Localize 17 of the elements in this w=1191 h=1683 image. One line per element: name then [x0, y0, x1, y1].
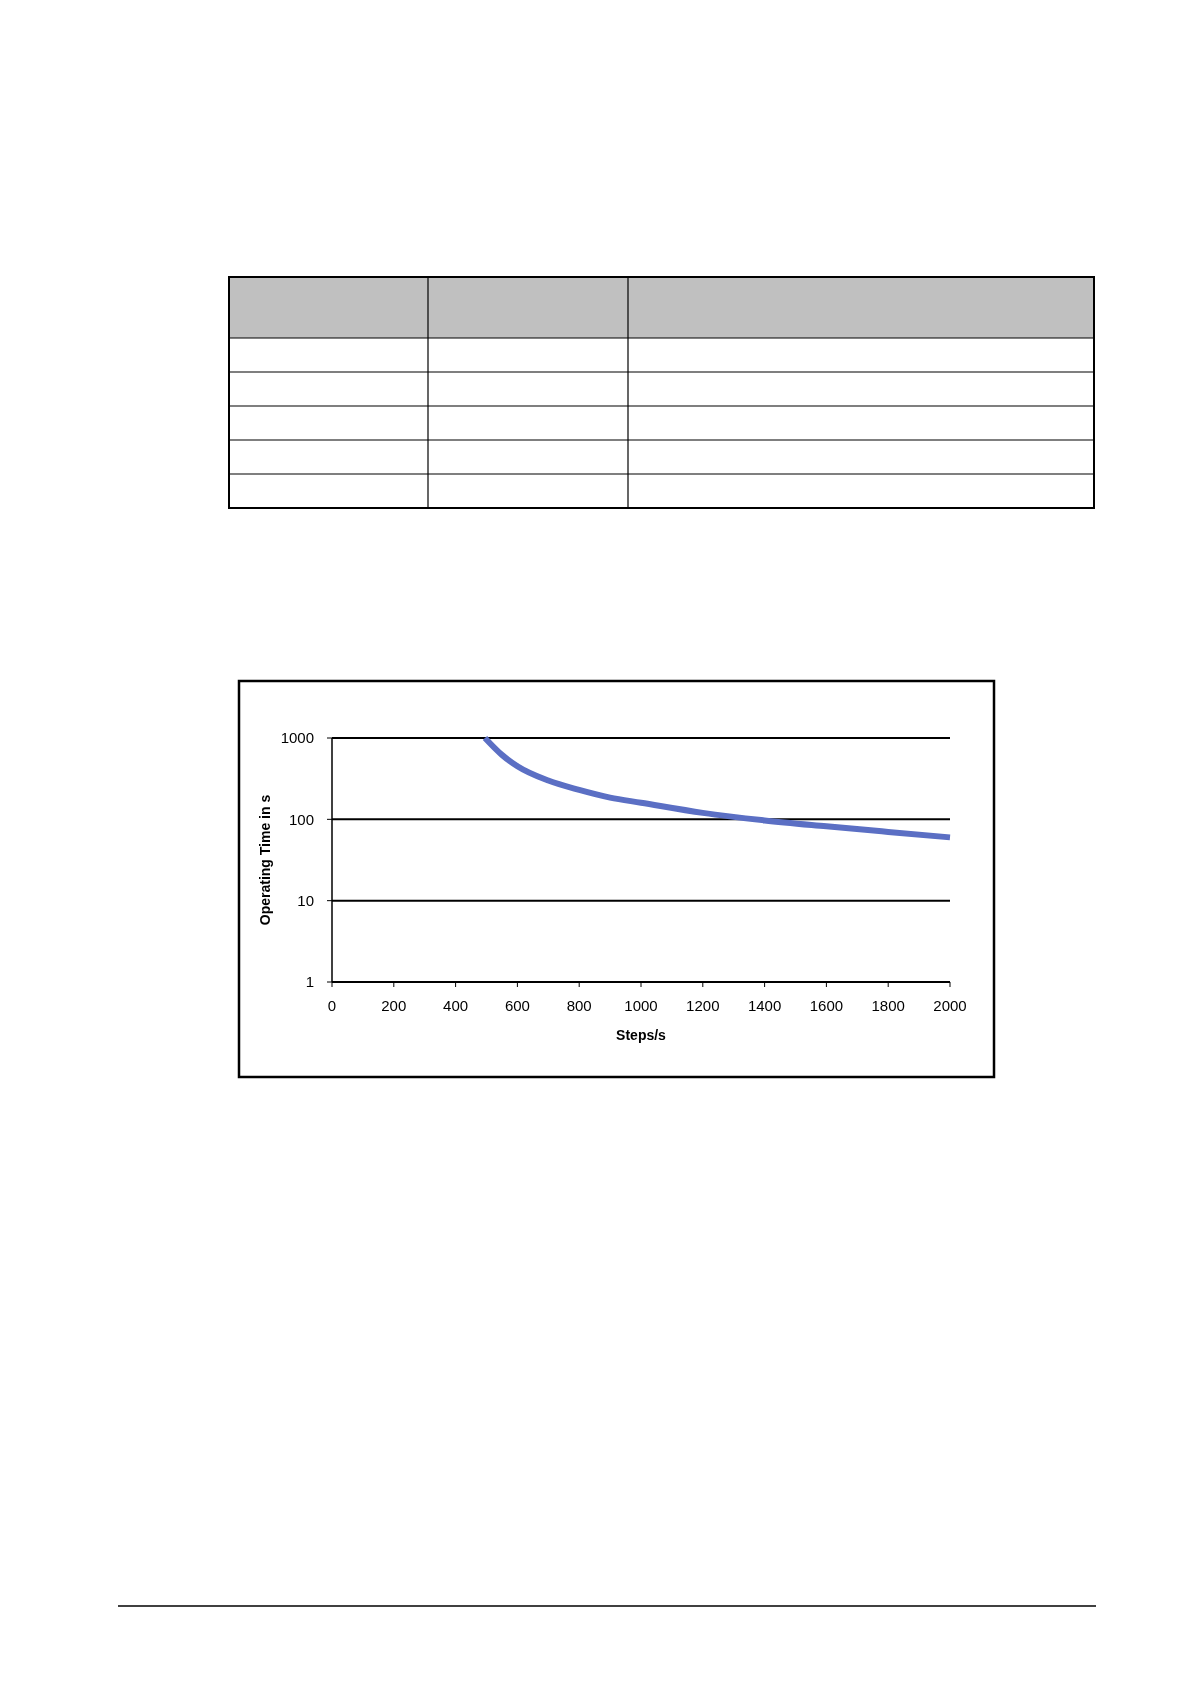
- x-axis-title: Steps/s: [616, 1027, 667, 1043]
- y-tick-label: 1000: [280, 729, 314, 747]
- x-tick-label: 1400: [747, 997, 782, 1014]
- y-tick-label: 10: [297, 891, 314, 909]
- x-tick-label: 1800: [871, 997, 905, 1014]
- x-tick-label: 800: [566, 997, 592, 1014]
- x-tick-label: 600: [504, 997, 530, 1014]
- x-tick-label: 2000: [933, 997, 967, 1014]
- x-tick-label: 1600: [809, 997, 844, 1014]
- y-tick-label: 1: [305, 973, 314, 991]
- x-tick-label: 1000: [624, 997, 658, 1014]
- x-tick-label: 200: [381, 997, 407, 1014]
- x-tick-label: 400: [443, 997, 469, 1014]
- x-tick-label: 1200: [686, 997, 720, 1014]
- y-tick-label: 100: [288, 810, 314, 828]
- x-tick-label: 0: [327, 997, 337, 1014]
- y-axis-title: Operating Time in s: [257, 794, 273, 926]
